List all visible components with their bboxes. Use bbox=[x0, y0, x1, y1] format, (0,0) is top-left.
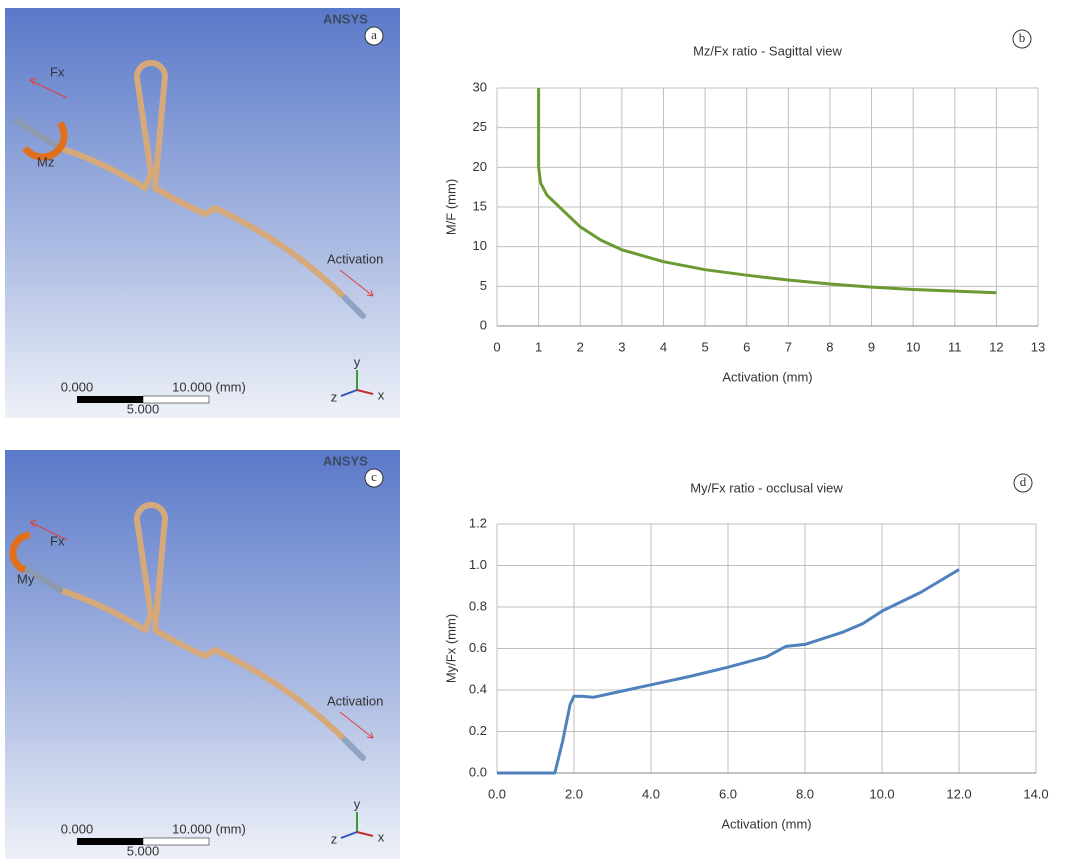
triad-label: x bbox=[378, 387, 385, 402]
chart: Mz/Fx ratio - Sagittal viewb051015202530… bbox=[443, 30, 1045, 384]
x-tick-label: 8 bbox=[826, 339, 833, 354]
y-tick-label: 0.2 bbox=[469, 723, 487, 738]
x-tick-label: 4.0 bbox=[642, 786, 660, 801]
x-tick-label: 4 bbox=[660, 339, 667, 354]
triad-label: z bbox=[331, 831, 338, 846]
activation-label: Activation bbox=[327, 693, 383, 708]
x-tick-label: 14.0 bbox=[1023, 786, 1048, 801]
x-tick-label: 3 bbox=[618, 339, 625, 354]
x-tick-label: 0.0 bbox=[488, 786, 506, 801]
x-tick-label: 12 bbox=[989, 339, 1003, 354]
x-tick-label: 1 bbox=[535, 339, 542, 354]
scale-label: 0.000 bbox=[61, 821, 94, 836]
x-tick-label: 6.0 bbox=[719, 786, 737, 801]
x-tick-label: 10.0 bbox=[869, 786, 894, 801]
triad-label: z bbox=[331, 389, 338, 404]
data-line bbox=[539, 88, 997, 293]
chart: My/Fx ratio - occlusal view d 0.0 0.2 0.4 0.6… bbox=[443, 474, 1048, 831]
force-label: Fx bbox=[50, 533, 65, 548]
x-tick-label: 10 bbox=[906, 339, 920, 354]
y-tick-label: 0.0 bbox=[469, 764, 487, 779]
x-axis-label: Activation (mm) bbox=[721, 816, 811, 831]
y-tick-label: 0.4 bbox=[469, 681, 487, 696]
y-tick-label: 1.0 bbox=[469, 557, 487, 572]
y-axis-label: My/Fx (mm) bbox=[443, 614, 458, 683]
scale-label: 0.000 bbox=[61, 379, 94, 394]
moment-label: My bbox=[17, 571, 35, 586]
triad-label: y bbox=[354, 354, 361, 369]
x-tick-label: 9 bbox=[868, 339, 875, 354]
x-tick-label: 6 bbox=[743, 339, 750, 354]
x-tick-label: 12.0 bbox=[946, 786, 971, 801]
y-axis-label: M/F (mm) bbox=[443, 179, 458, 235]
chart-title: Mz/Fx ratio - Sagittal view bbox=[693, 43, 842, 58]
panel-label: d bbox=[1020, 474, 1027, 489]
force-label: Fx bbox=[50, 64, 65, 79]
scale-label: 5.000 bbox=[127, 843, 160, 858]
y-tick-label: 30 bbox=[473, 79, 487, 94]
panel-label: c bbox=[371, 469, 377, 484]
panel-label: a bbox=[371, 27, 377, 42]
y-tick-label: 10 bbox=[473, 238, 487, 253]
triad-label: x bbox=[378, 829, 385, 844]
figure: ANSYSaFxMzActivation0.00010.000 (mm)5.00… bbox=[0, 0, 1083, 859]
x-tick-label: 8.0 bbox=[796, 786, 814, 801]
y-tick-label: 0 bbox=[480, 317, 487, 332]
logo: ANSYS bbox=[323, 11, 368, 26]
y-tick-label: 1.2 bbox=[469, 515, 487, 530]
y-tick-label: 20 bbox=[473, 159, 487, 174]
panel-label: b bbox=[1019, 30, 1026, 45]
x-tick-label: 2 bbox=[577, 339, 584, 354]
scale-label: 5.000 bbox=[127, 401, 160, 416]
y-tick-label: 0.6 bbox=[469, 640, 487, 655]
x-tick-label: 11 bbox=[948, 339, 962, 354]
triad-label: y bbox=[354, 796, 361, 811]
x-tick-label: 2.0 bbox=[565, 786, 583, 801]
logo: ANSYS bbox=[323, 453, 368, 468]
moment-label: Mz bbox=[37, 154, 54, 169]
x-tick-label: 13 bbox=[1031, 339, 1045, 354]
x-tick-label: 0 bbox=[493, 339, 500, 354]
y-tick-label: 15 bbox=[473, 198, 487, 213]
y-tick-label: 25 bbox=[473, 119, 487, 134]
scale-label: 10.000 (mm) bbox=[172, 379, 246, 394]
scale-label: 10.000 (mm) bbox=[172, 821, 246, 836]
activation-label: Activation bbox=[327, 251, 383, 266]
y-tick-label: 5 bbox=[480, 278, 487, 293]
x-tick-label: 7 bbox=[785, 339, 792, 354]
x-tick-label: 5 bbox=[701, 339, 708, 354]
y-tick-label: 0.8 bbox=[469, 598, 487, 613]
x-axis-label: Activation (mm) bbox=[722, 369, 812, 384]
chart-title: My/Fx ratio - occlusal view bbox=[690, 480, 843, 495]
